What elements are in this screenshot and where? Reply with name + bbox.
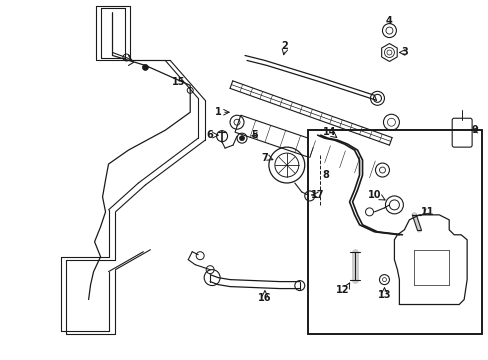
Bar [307,130,481,334]
Text: 12: 12 [335,284,348,294]
Text: 14: 14 [322,127,336,137]
Text: 6: 6 [206,130,213,140]
Text: 15: 15 [171,77,184,87]
Text: 5: 5 [251,130,258,140]
Text: 16: 16 [258,293,271,302]
Text: 10: 10 [367,190,381,200]
Text: 7: 7 [261,153,268,163]
Text: 13: 13 [377,289,390,300]
Circle shape [142,64,148,71]
Text: 1: 1 [214,107,221,117]
Text: 17: 17 [310,190,324,200]
Text: 3: 3 [400,48,407,58]
Text: 11: 11 [420,207,433,217]
Text: 2: 2 [281,41,287,50]
Circle shape [239,136,244,141]
Text: 8: 8 [322,170,328,180]
Text: 4: 4 [385,15,392,26]
Text: 9: 9 [471,125,477,135]
Bar [307,130,481,334]
